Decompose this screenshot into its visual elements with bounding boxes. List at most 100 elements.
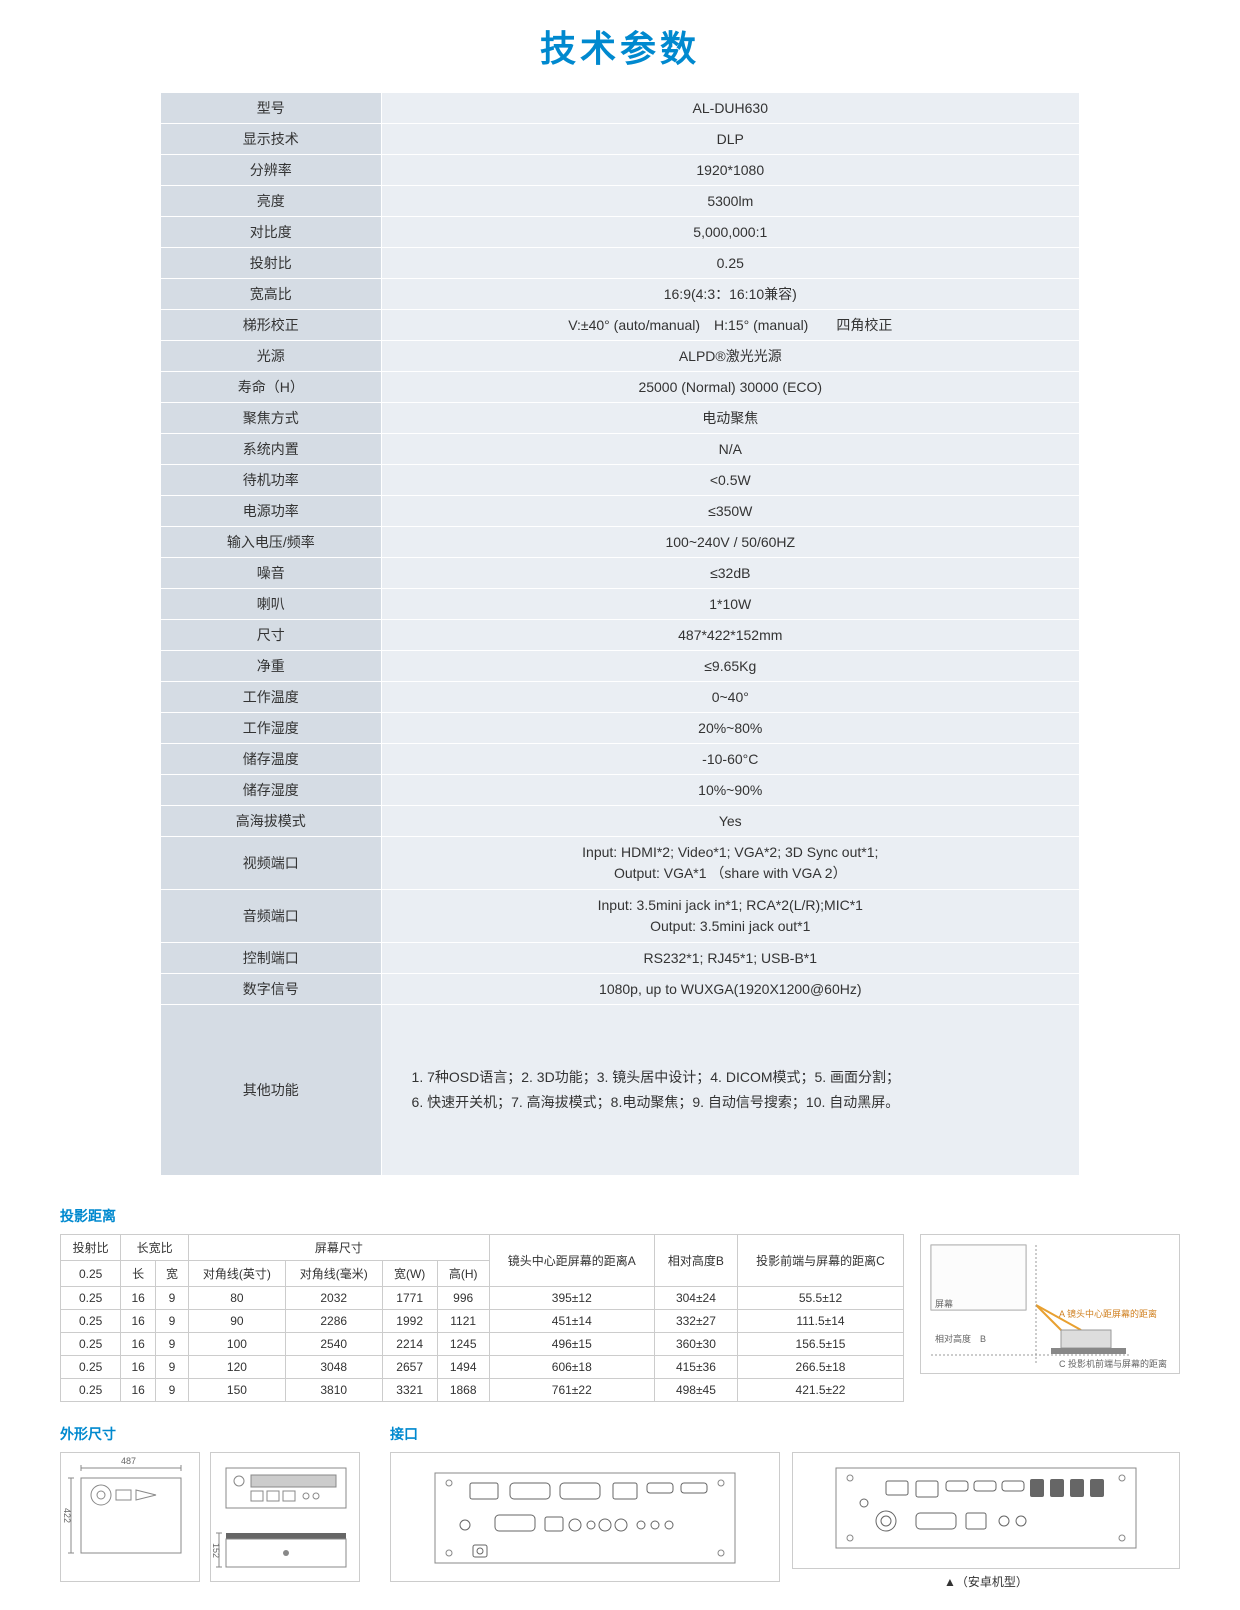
distance-row: 0.25169120304826571494606±18415±36266.5±… bbox=[61, 1356, 904, 1379]
distance-header: 长宽比 bbox=[121, 1235, 189, 1261]
distance-cell: 120 bbox=[189, 1356, 286, 1379]
diagram-C-label: C 投影机前端与屏幕的距离 bbox=[1059, 1357, 1167, 1370]
spec-value: 1920*1080 bbox=[381, 155, 1079, 186]
dim-depth-value: 422 bbox=[62, 1508, 72, 1523]
ports-panel-standard bbox=[390, 1452, 780, 1582]
spec-row: 聚焦方式电动聚焦 bbox=[161, 403, 1080, 434]
spec-label: 聚焦方式 bbox=[161, 403, 382, 434]
spec-row: 视频端口Input: HDMI*2; Video*1; VGA*2; 3D Sy… bbox=[161, 837, 1080, 890]
distance-cell: 496±15 bbox=[489, 1333, 654, 1356]
projection-distance-section: 投影距离 投射比长宽比屏幕尺寸镜头中心距屏幕的距离A相对高度B投影前端与屏幕的距… bbox=[60, 1206, 1180, 1402]
distance-header: 屏幕尺寸 bbox=[189, 1235, 490, 1261]
spec-value: 20%~80% bbox=[381, 713, 1079, 744]
distance-row: 0.25169100254022141245496±15360±30156.5±… bbox=[61, 1333, 904, 1356]
distance-cell: 395±12 bbox=[489, 1287, 654, 1310]
spec-value: 0~40° bbox=[381, 682, 1079, 713]
distance-header: 宽 bbox=[155, 1261, 188, 1287]
spec-label: 输入电压/频率 bbox=[161, 527, 382, 558]
ports-label: 接口 bbox=[390, 1424, 1180, 1444]
distance-cell: 3810 bbox=[285, 1379, 382, 1402]
distance-header: 长 bbox=[121, 1261, 156, 1287]
distance-cell: 266.5±18 bbox=[738, 1356, 904, 1379]
distance-cell: 0.25 bbox=[61, 1356, 121, 1379]
distance-cell: 90 bbox=[189, 1310, 286, 1333]
spec-label: 音频端口 bbox=[161, 890, 382, 943]
spec-label: 高海拔模式 bbox=[161, 806, 382, 837]
spec-row: 数字信号1080p, up to WUXGA(1920X1200@60Hz) bbox=[161, 974, 1080, 1005]
distance-cell: 304±24 bbox=[654, 1287, 737, 1310]
distance-cell: 1494 bbox=[437, 1356, 489, 1379]
spec-value: 1. 7种OSD语言；2. 3D功能；3. 镜头居中设计；4. DICOM模式；… bbox=[381, 1005, 1079, 1176]
spec-row: 噪音≤32dB bbox=[161, 558, 1080, 589]
distance-cell: 150 bbox=[189, 1379, 286, 1402]
spec-value: ≤350W bbox=[381, 496, 1079, 527]
distance-cell: 55.5±12 bbox=[738, 1287, 904, 1310]
distance-cell: 9 bbox=[155, 1310, 188, 1333]
distance-cell: 3048 bbox=[285, 1356, 382, 1379]
spec-value: 487*422*152mm bbox=[381, 620, 1079, 651]
dim-height-value: 152 bbox=[211, 1543, 221, 1558]
spec-label: 型号 bbox=[161, 93, 382, 124]
dimension-top-view: 487 422 bbox=[60, 1452, 200, 1582]
spec-row: 投射比0.25 bbox=[161, 248, 1080, 279]
distance-header: 对角线(英寸) bbox=[189, 1261, 286, 1287]
spec-row: 控制端口RS232*1; RJ45*1; USB-B*1 bbox=[161, 943, 1080, 974]
ports-panel-android-wrapper: ▲（安卓机型） bbox=[792, 1452, 1180, 1590]
spec-label: 分辨率 bbox=[161, 155, 382, 186]
distance-row: 0.25169150381033211868761±22498±45421.5±… bbox=[61, 1379, 904, 1402]
distance-row: 0.251698020321771996395±12304±2455.5±12 bbox=[61, 1287, 904, 1310]
spec-label: 噪音 bbox=[161, 558, 382, 589]
spec-label: 控制端口 bbox=[161, 943, 382, 974]
spec-row: 喇叭1*10W bbox=[161, 589, 1080, 620]
distance-cell: 16 bbox=[121, 1356, 156, 1379]
distance-cell: 2657 bbox=[382, 1356, 437, 1379]
distance-cell: 2540 bbox=[285, 1333, 382, 1356]
distance-header: 对角线(毫米) bbox=[285, 1261, 382, 1287]
spec-row: 高海拔模式Yes bbox=[161, 806, 1080, 837]
distance-cell: 0.25 bbox=[61, 1287, 121, 1310]
distance-cell: 156.5±15 bbox=[738, 1333, 904, 1356]
dimensions-label: 外形尺寸 bbox=[60, 1424, 360, 1444]
spec-label: 净重 bbox=[161, 651, 382, 682]
distance-cell: 9 bbox=[155, 1356, 188, 1379]
spec-label: 尺寸 bbox=[161, 620, 382, 651]
spec-row: 储存温度-10-60°C bbox=[161, 744, 1080, 775]
spec-row: 其他功能1. 7种OSD语言；2. 3D功能；3. 镜头居中设计；4. DICO… bbox=[161, 1005, 1080, 1176]
ports-section: 接口 bbox=[390, 1414, 1180, 1590]
distance-cell: 16 bbox=[121, 1379, 156, 1402]
spec-label: 储存温度 bbox=[161, 744, 382, 775]
diagram-screen-label: 屏幕 bbox=[935, 1297, 953, 1310]
spec-value: RS232*1; RJ45*1; USB-B*1 bbox=[381, 943, 1079, 974]
distance-cell: 9 bbox=[155, 1333, 188, 1356]
spec-label: 其他功能 bbox=[161, 1005, 382, 1176]
spec-table: 型号AL-DUH630显示技术DLP分辨率1920*1080亮度5300lm对比… bbox=[160, 92, 1080, 1176]
spec-value: AL-DUH630 bbox=[381, 93, 1079, 124]
spec-label: 显示技术 bbox=[161, 124, 382, 155]
distance-cell: 0.25 bbox=[61, 1333, 121, 1356]
distance-cell: 16 bbox=[121, 1310, 156, 1333]
spec-label: 亮度 bbox=[161, 186, 382, 217]
distance-cell: 16 bbox=[121, 1287, 156, 1310]
distance-cell: 1771 bbox=[382, 1287, 437, 1310]
projection-distance-label: 投影距离 bbox=[60, 1206, 1180, 1226]
spec-value: Input: 3.5mini jack in*1; RCA*2(L/R);MIC… bbox=[381, 890, 1079, 943]
distance-cell: 3321 bbox=[382, 1379, 437, 1402]
distance-cell: 9 bbox=[155, 1287, 188, 1310]
spec-label: 对比度 bbox=[161, 217, 382, 248]
distance-cell: 996 bbox=[437, 1287, 489, 1310]
dimension-side-views: 152 bbox=[210, 1452, 360, 1582]
spec-label: 数字信号 bbox=[161, 974, 382, 1005]
distance-header: 宽(W) bbox=[382, 1261, 437, 1287]
spec-value: ≤32dB bbox=[381, 558, 1079, 589]
spec-label: 系统内置 bbox=[161, 434, 382, 465]
distance-cell: 1992 bbox=[382, 1310, 437, 1333]
spec-label: 寿命（H） bbox=[161, 372, 382, 403]
distance-header: 高(H) bbox=[437, 1261, 489, 1287]
spec-value: -10-60°C bbox=[381, 744, 1079, 775]
distance-cell: 1868 bbox=[437, 1379, 489, 1402]
spec-row: 输入电压/频率100~240V / 50/60HZ bbox=[161, 527, 1080, 558]
distance-cell: 80 bbox=[189, 1287, 286, 1310]
distance-cell: 9 bbox=[155, 1379, 188, 1402]
dim-width-value: 487 bbox=[121, 1456, 136, 1466]
distance-diagram: 屏幕 A 镜头中心距屏幕的距离 相对高度 B C 投影机前端与屏幕的距离 bbox=[920, 1234, 1180, 1374]
